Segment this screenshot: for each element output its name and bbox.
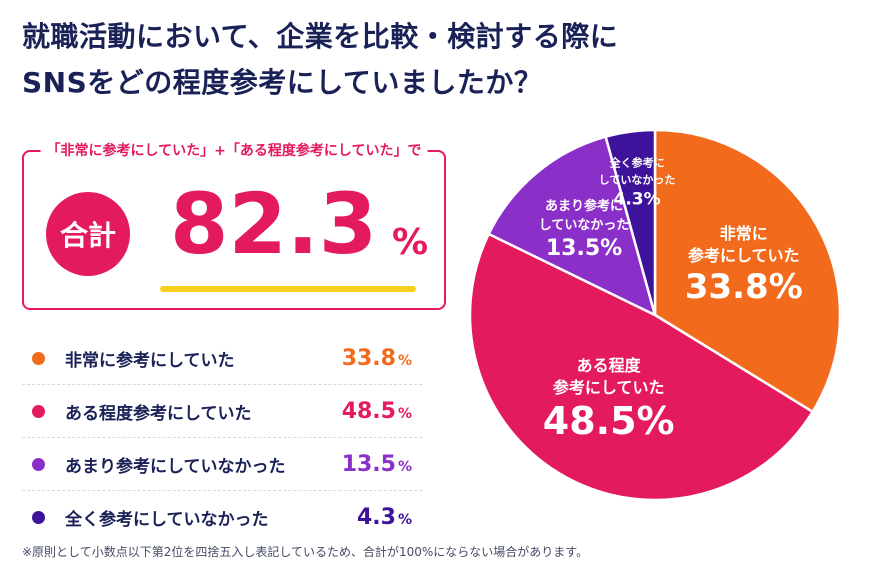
- legend: 非常に参考にしていた 33.8% ある程度参考にしていた 48.5% あまり参考…: [22, 332, 422, 543]
- legend-value-number: 33.8: [341, 345, 396, 371]
- total-underline: [160, 286, 416, 292]
- total-value: 82.3: [170, 175, 378, 273]
- slice-label-text: していなかった: [538, 217, 630, 233]
- slice-label-text: していなかった: [598, 173, 676, 187]
- total-unit: %: [392, 222, 429, 263]
- legend-value: 4.3%: [357, 505, 412, 530]
- legend-label: ある程度参考にしていた: [65, 403, 252, 424]
- legend-value-number: 48.5: [341, 398, 396, 424]
- pie-chart: 非常に 参考にしていた 33.8% ある程度 参考にしていた 48.5% あまり参考に してい…: [450, 125, 860, 505]
- slice-label: 全く参考にしていなかった 4.3%: [599, 155, 676, 212]
- legend-value-number: 4.3: [356, 504, 396, 530]
- total-badge: 合計: [46, 192, 130, 276]
- legend-value-unit: %: [397, 352, 412, 369]
- pie-slice: [468, 232, 815, 502]
- slice-label-text: 参考にしていた: [552, 378, 665, 398]
- slice-label-text: ある程度: [576, 356, 641, 376]
- legend-value: 33.8%: [342, 346, 412, 371]
- legend-dot-icon: [32, 510, 45, 524]
- legend-dot-icon: [32, 457, 45, 471]
- legend-label: 非常に参考にしていた: [65, 350, 235, 371]
- pie-slice: [487, 135, 657, 318]
- slice-label-text: 非常に: [719, 224, 768, 244]
- legend-value-unit: %: [397, 511, 412, 528]
- title-line-2: SNSをどの程度参考にしていましたか？: [22, 66, 543, 99]
- slice-label: あまり参考に していなかった 13.5%: [539, 197, 630, 263]
- slice-label: 非常に 参考にしていた 33.8%: [685, 223, 803, 307]
- title-line-1: 就職活動において、企業を比較・検討する際に: [22, 20, 619, 53]
- total-summary-box: 「非常に参考にしていた」+「ある程度参考にしていた」で 合計 82.3 %: [22, 140, 446, 310]
- legend-value-unit: %: [397, 458, 412, 475]
- slice-value: 33.8%: [684, 267, 803, 308]
- legend-value: 48.5%: [342, 399, 412, 424]
- pie-slice: [653, 128, 842, 414]
- slice-label-text: 全く参考に: [609, 156, 665, 170]
- legend-item: ある程度参考にしていた 48.5%: [22, 385, 422, 438]
- pie-slice: [604, 128, 657, 316]
- legend-value-unit: %: [397, 405, 412, 422]
- slice-value: 4.3%: [613, 189, 661, 210]
- slice-value: 48.5%: [542, 399, 675, 444]
- slice-value: 13.5%: [545, 235, 623, 261]
- legend-item: 全く参考にしていなかった 4.3%: [22, 491, 422, 543]
- legend-item: あまり参考にしていなかった 13.5%: [22, 438, 422, 491]
- slice-label-text: あまり参考に: [545, 198, 624, 214]
- legend-dot-icon: [32, 404, 45, 418]
- legend-value-number: 13.5: [341, 451, 396, 477]
- legend-item: 非常に参考にしていた 33.8%: [22, 332, 422, 385]
- pie-svg: [468, 128, 842, 502]
- legend-value: 13.5%: [342, 452, 412, 477]
- legend-label: あまり参考にしていなかった: [65, 456, 286, 477]
- chart-title: 就職活動において、企業を比較・検討する際に SNSをどの程度参考にしていましたか…: [22, 14, 618, 106]
- slice-label: ある程度 参考にしていた 48.5%: [543, 355, 675, 443]
- legend-label: 全く参考にしていなかった: [65, 509, 269, 530]
- slice-label-text: 参考にしていた: [688, 246, 800, 266]
- legend-dot-icon: [32, 351, 45, 365]
- footnote: ※原則として小数点以下第2位を四捨五入し表記しているため、合計が100%にならな…: [22, 545, 589, 559]
- total-caption: 「非常に参考にしていた」+「ある程度参考にしていた」で: [40, 140, 428, 160]
